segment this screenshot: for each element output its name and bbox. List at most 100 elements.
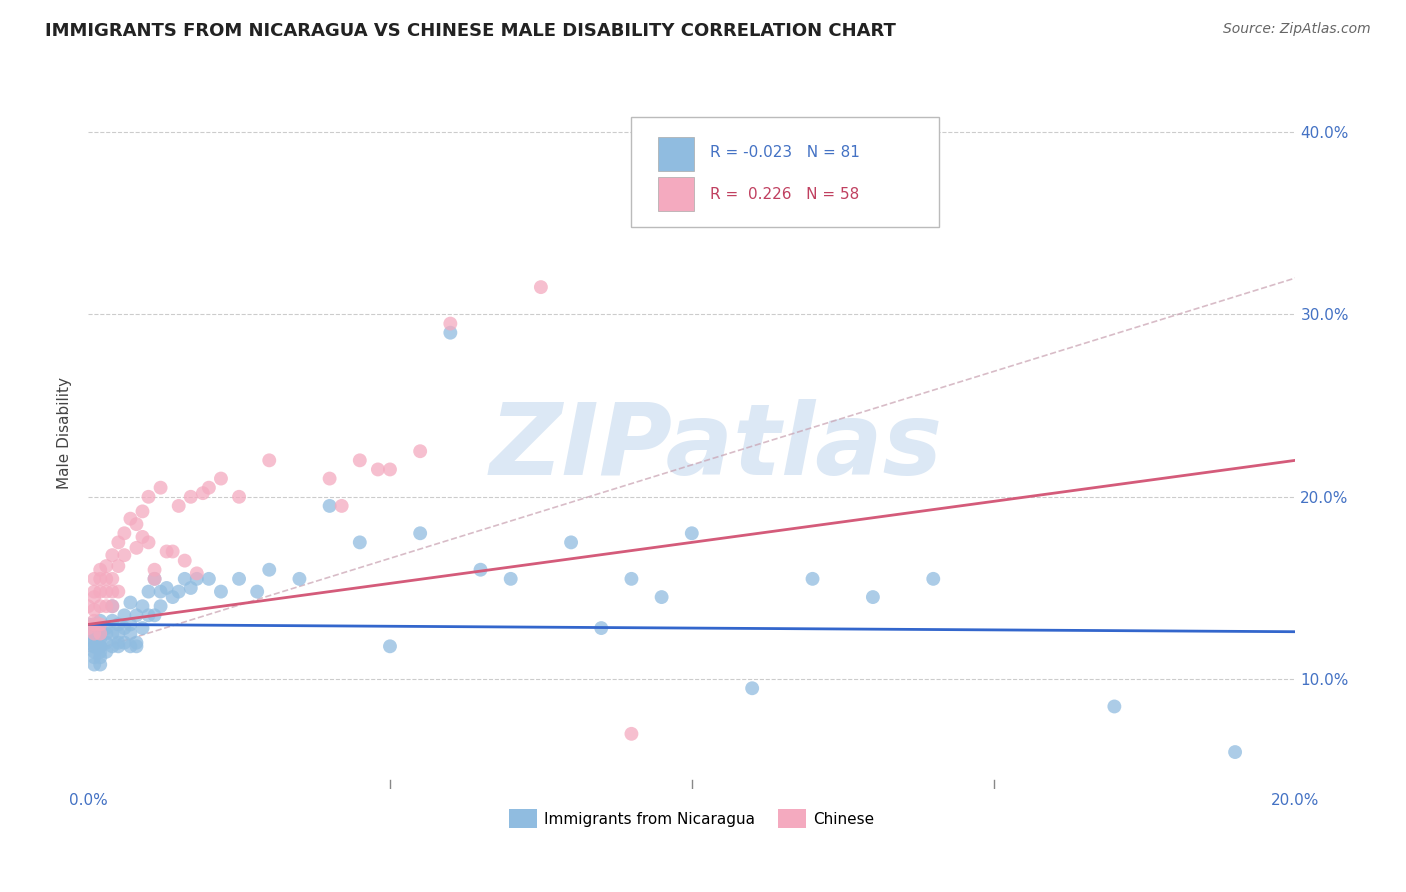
Point [101,584,124,599]
Point [83,626,105,640]
Point [620,727,643,741]
Point [257,563,280,577]
Point [862,590,884,604]
Point [107,535,129,549]
Point [330,499,353,513]
Point [143,572,166,586]
Point [318,472,340,486]
Point [156,581,179,595]
Point [107,640,129,654]
Point [101,640,124,654]
Point [186,566,208,581]
Point [101,599,124,614]
Point [120,511,142,525]
Point [83,645,105,659]
Text: IMMIGRANTS FROM NICARAGUA VS CHINESE MALE DISABILITY CORRELATION CHART: IMMIGRANTS FROM NICARAGUA VS CHINESE MAL… [45,22,896,40]
Point [173,553,195,567]
Point [409,526,432,541]
Point [89,650,111,665]
Point [83,572,105,586]
Point [89,614,111,628]
Point [741,681,763,696]
Point [112,548,135,562]
Point [191,486,214,500]
Point [1223,745,1246,759]
Point [620,572,643,586]
Point [89,572,111,586]
Point [107,635,129,649]
Point [125,541,148,555]
Point [131,530,153,544]
Point [120,596,142,610]
Legend: Immigrants from Nicaragua, Chinese: Immigrants from Nicaragua, Chinese [503,804,880,834]
Point [228,490,250,504]
Point [112,608,135,623]
Point [83,626,105,640]
Point [167,499,190,513]
Point [149,584,172,599]
Point [149,481,172,495]
Point [101,572,124,586]
Point [143,563,166,577]
Point [318,499,340,513]
Point [96,621,118,635]
Point [107,626,129,640]
Point [89,626,111,640]
Point [96,572,118,586]
Y-axis label: Male Disability: Male Disability [58,377,72,489]
Point [209,472,232,486]
Point [89,626,111,640]
Text: ZIPatlas: ZIPatlas [489,399,942,496]
Point [83,632,105,646]
Point [107,559,129,574]
Point [112,621,135,635]
Point [138,608,160,623]
Point [89,645,111,659]
Point [138,584,160,599]
Point [77,617,100,632]
Point [167,584,190,599]
Point [101,599,124,614]
Point [162,544,184,558]
Point [439,317,461,331]
Point [439,326,461,340]
Point [198,481,221,495]
Point [591,621,613,635]
Point [83,657,105,672]
Point [89,640,111,654]
Point [186,572,208,586]
Point [156,544,179,558]
Point [162,590,184,604]
Point [131,621,153,635]
Point [83,617,105,632]
Point [89,563,111,577]
Point [120,626,142,640]
Point [209,584,232,599]
Point [96,599,118,614]
Point [257,453,280,467]
Point [96,645,118,659]
Point [228,572,250,586]
Point [560,535,582,549]
Point [89,584,111,599]
Point [378,640,401,654]
Point [112,635,135,649]
Point [83,640,105,654]
Point [499,572,522,586]
Point [83,635,105,649]
Point [143,608,166,623]
Point [180,581,202,595]
Point [173,572,195,586]
Point [83,590,105,604]
Point [96,635,118,649]
Point [83,650,105,665]
Point [288,572,311,586]
Point [96,559,118,574]
Point [1104,699,1126,714]
FancyBboxPatch shape [658,137,695,171]
Point [143,572,166,586]
Point [112,526,135,541]
Point [349,535,371,549]
Point [107,617,129,632]
Point [681,526,703,541]
